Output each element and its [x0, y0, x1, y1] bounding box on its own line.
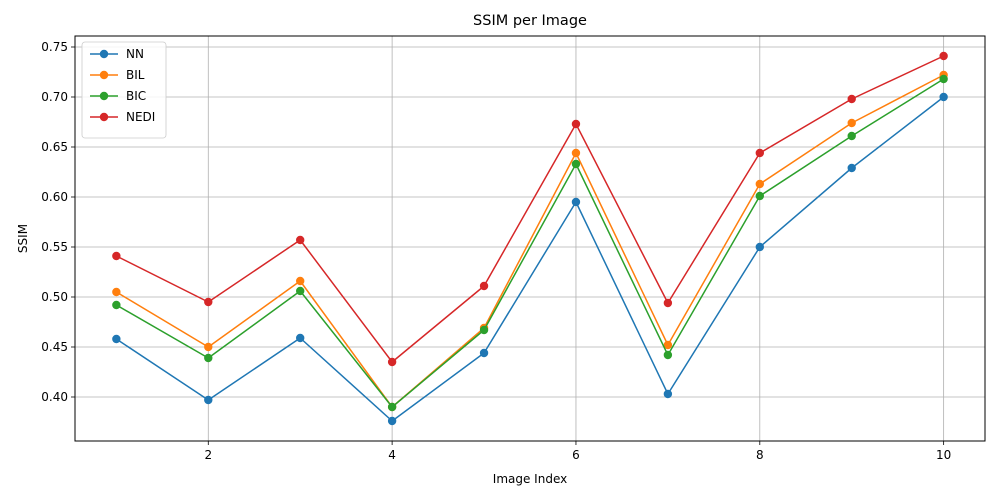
legend-marker	[99, 70, 109, 80]
y-axis-title: SSIM	[16, 224, 30, 253]
legend-item-bil: BIL	[90, 68, 145, 82]
legend-item-nedi: NEDI	[90, 110, 155, 124]
data-point-nn	[847, 163, 856, 173]
y-tick-label: 0.60	[41, 190, 68, 204]
data-point-bic	[939, 74, 948, 84]
data-point-nn	[204, 395, 213, 405]
data-point-bil	[112, 287, 121, 297]
series-nn	[112, 92, 948, 426]
y-tick-label: 0.55	[41, 240, 68, 254]
data-point-bic	[296, 286, 305, 296]
series-bic	[112, 74, 948, 412]
x-tick-label: 8	[756, 448, 764, 462]
data-point-nn	[479, 348, 489, 358]
y-tick-label: 0.70	[41, 90, 68, 104]
data-point-nedi	[112, 251, 121, 261]
series-line-bil	[115, 74, 944, 408]
axis-ticks: 2 4 6 8 10 0.40 0.45 0.50 0.55 0.60 0.65 0.70 0.75	[41, 40, 951, 462]
legend-label: BIC	[126, 89, 146, 103]
data-point-bil	[755, 179, 764, 189]
data-point-nn	[112, 334, 121, 344]
legend-label: BIL	[126, 68, 145, 82]
data-point-bic	[387, 402, 397, 412]
data-point-nn	[755, 242, 764, 252]
grid-lines	[75, 36, 985, 441]
plot-frame	[74, 35, 986, 442]
y-tick-label: 0.65	[41, 140, 68, 154]
x-tick-label: 2	[204, 448, 212, 462]
y-tick-label: 0.50	[41, 290, 68, 304]
legend-label: NN	[126, 47, 144, 61]
data-point-nn	[663, 389, 673, 399]
series-line-bic	[115, 78, 945, 408]
data-point-bil	[663, 340, 673, 350]
data-point-nn	[387, 416, 397, 426]
data-point-nedi	[479, 281, 489, 291]
data-point-nn	[571, 197, 581, 207]
y-tick-label: 0.40	[41, 390, 68, 404]
data-point-bic	[112, 300, 121, 310]
data-point-nedi	[663, 298, 673, 308]
data-point-nedi	[939, 51, 948, 61]
data-point-nedi	[571, 119, 581, 129]
legend: NN BIL BIC NEDI	[81, 41, 167, 139]
data-point-bic	[479, 325, 489, 335]
chart-title: SSIM per Image	[473, 13, 587, 29]
series-line-nn	[115, 96, 945, 422]
data-point-bil	[847, 118, 856, 128]
data-point-bic	[847, 131, 856, 141]
data-point-nedi	[296, 235, 305, 245]
legend-marker	[99, 49, 109, 59]
legend-marker	[99, 91, 109, 101]
data-point-nedi	[387, 357, 397, 367]
series-nedi	[112, 51, 948, 367]
data-point-bil	[571, 148, 581, 158]
y-tick-label: 0.45	[41, 340, 68, 354]
series-line-nedi	[116, 55, 944, 363]
data-point-bic	[204, 353, 213, 363]
x-tick-label: 4	[388, 448, 396, 462]
legend-item-nn: NN	[90, 47, 144, 61]
x-tick-label: 10	[936, 448, 951, 462]
legend-marker	[99, 112, 109, 122]
x-tick-label: 6	[572, 448, 580, 462]
data-point-nedi	[755, 148, 764, 158]
data-point-bil	[204, 342, 213, 352]
data-point-nedi	[204, 297, 213, 307]
data-point-nn	[939, 92, 948, 102]
y-tick-label: 0.75	[41, 40, 68, 54]
data-point-bil	[296, 276, 305, 286]
data-point-bic	[663, 350, 673, 360]
data-point-nedi	[847, 94, 856, 104]
x-axis-title: Image Index	[493, 472, 567, 486]
series-layer	[112, 51, 948, 426]
data-point-bic	[755, 191, 764, 201]
data-point-nn	[296, 333, 305, 343]
legend-item-bic: BIC	[90, 89, 146, 103]
legend-label: NEDI	[126, 110, 155, 124]
data-point-bic	[571, 159, 581, 169]
